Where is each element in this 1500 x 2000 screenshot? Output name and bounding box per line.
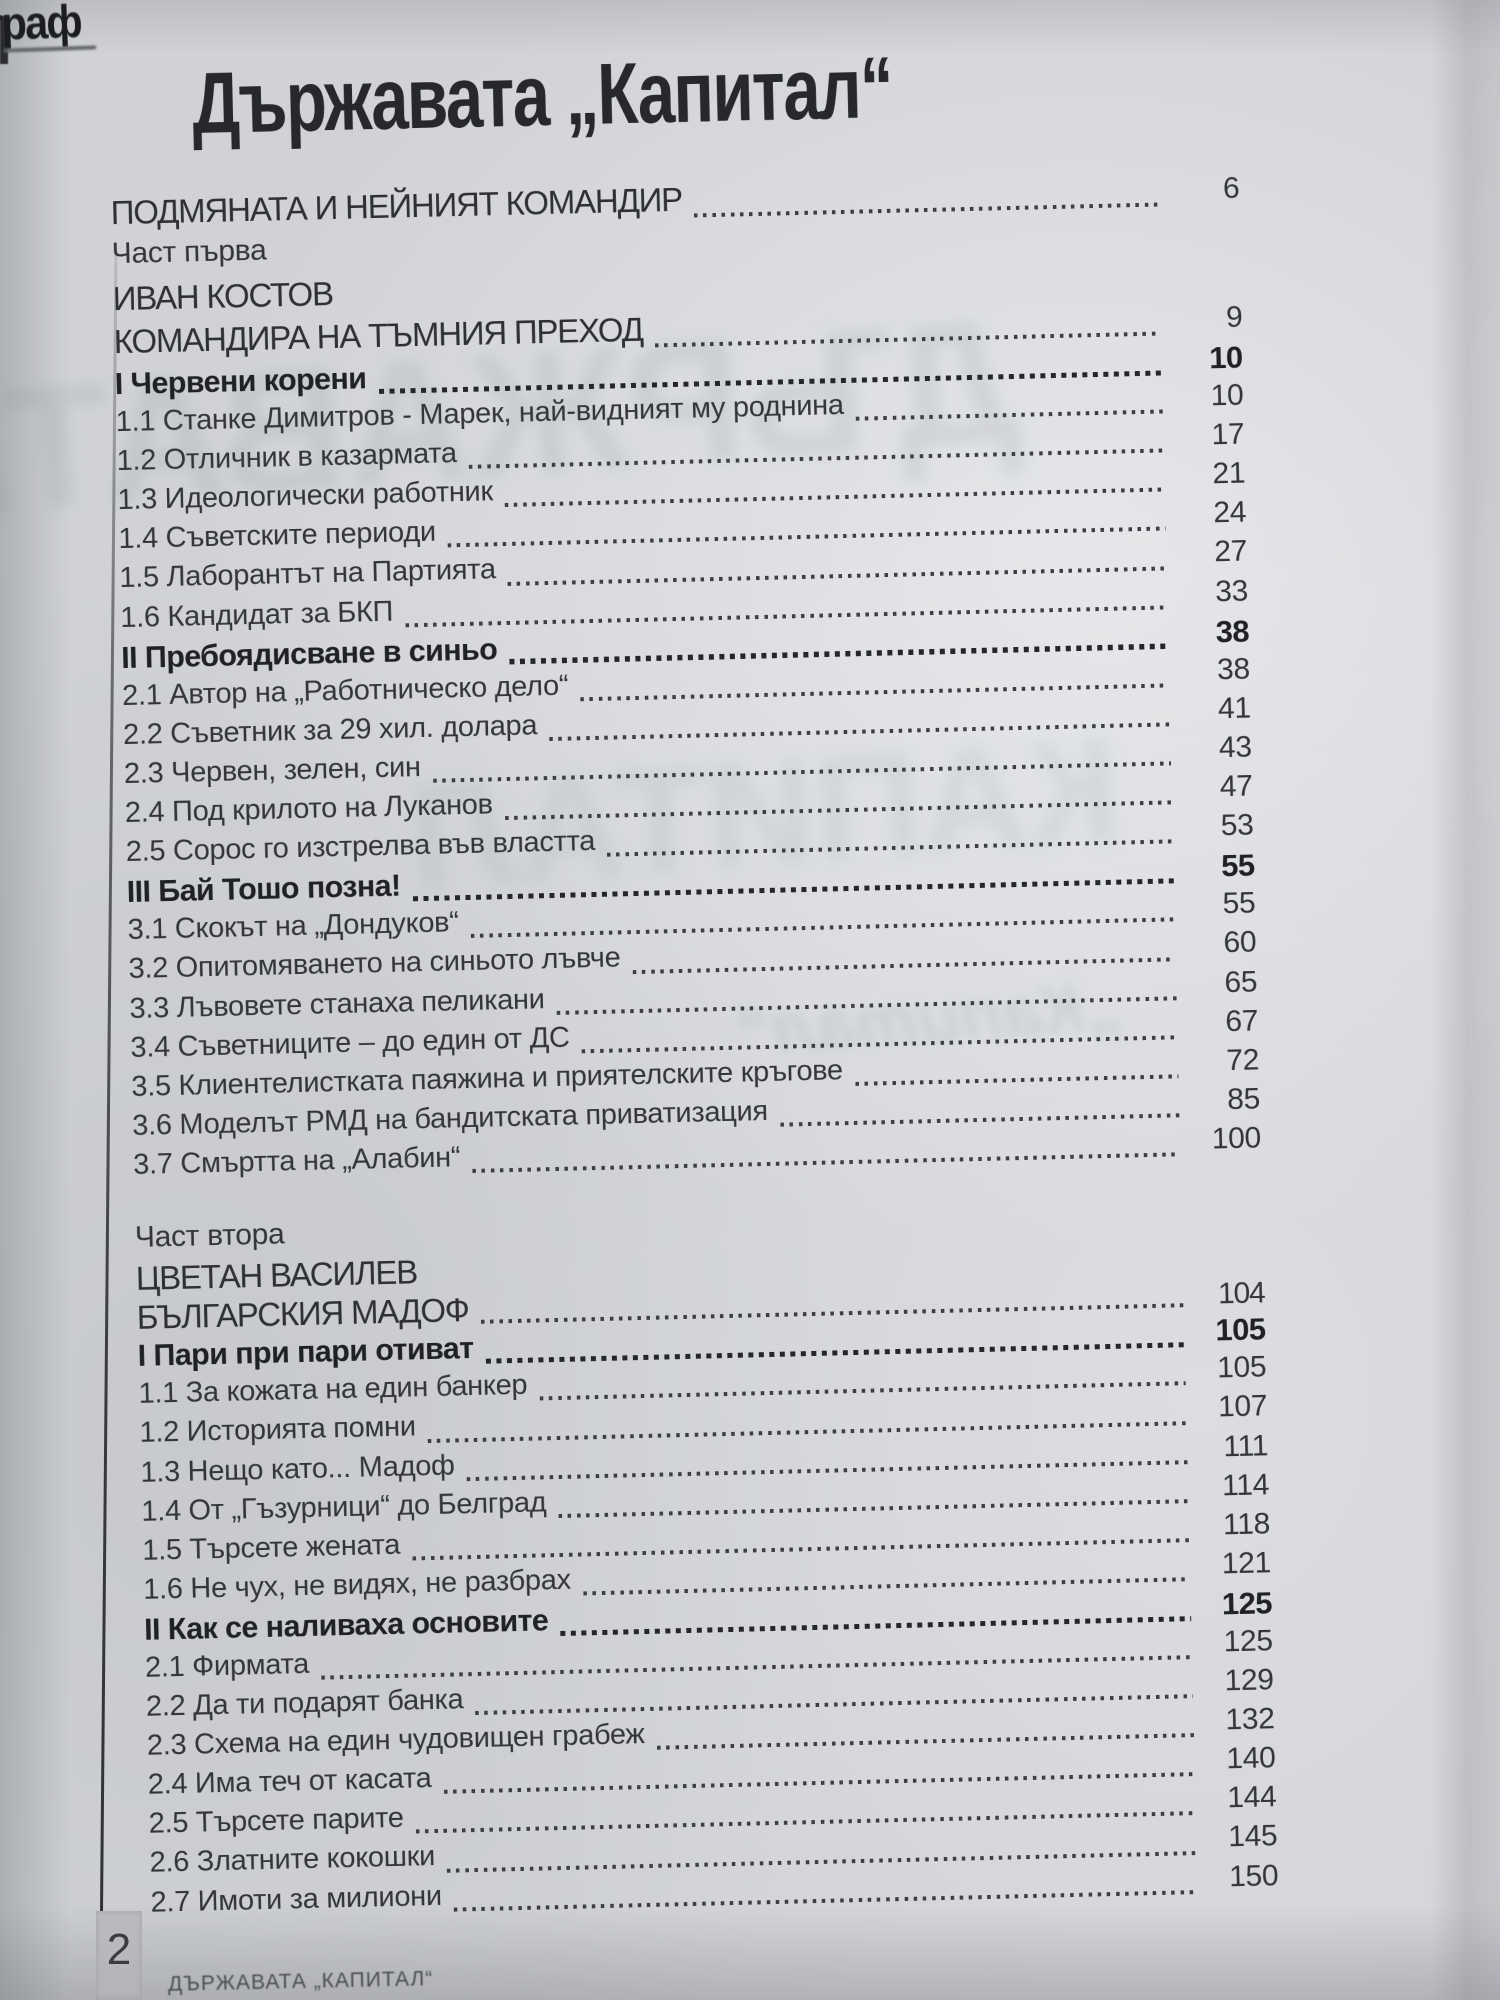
toc: ПОДМЯНАТА И НЕЙНИЯТ КОМАНДИР 6 Част първа И… xyxy=(110,168,1278,1925)
toc-entry-label: 1.3 Нещо като... Мадоф xyxy=(140,1448,455,1489)
toc-page-number: 144 xyxy=(1226,1780,1277,1815)
toc-entry-label: 1.2 Отличник в казармата xyxy=(116,437,458,478)
toc-page-number: 72 xyxy=(1225,1043,1260,1077)
toc-entry-label: ПОДМЯНАТА И НЕЙНИЯТ КОМАНДИР xyxy=(110,180,683,232)
toc-page-number: 43 xyxy=(1218,730,1253,765)
toc-page-number: 114 xyxy=(1221,1467,1270,1502)
toc-page-number: 10 xyxy=(1208,339,1243,376)
toc-entry-label: 1.4 Съветските периоди xyxy=(118,516,437,556)
edge-mark xyxy=(0,16,8,64)
toc-page-number: 27 xyxy=(1213,535,1248,569)
toc-page-number: 24 xyxy=(1212,495,1247,530)
toc-page-number: 60 xyxy=(1223,925,1257,960)
toc-entry-label: Част втора xyxy=(134,1217,285,1254)
toc-entry-label: 1.3 Идеологически работник xyxy=(117,475,494,517)
toc-entry-label: 2.2 Да ти подарят банка xyxy=(145,1683,464,1723)
toc-page-number: 53 xyxy=(1220,808,1254,843)
toc-page-number: 105 xyxy=(1215,1311,1266,1348)
toc-page-number: 129 xyxy=(1224,1663,1275,1698)
toc-entry-label: 2.1 Фирмата xyxy=(144,1647,310,1684)
page-number-tab: 2 xyxy=(96,1911,142,2000)
toc-page-number: 107 xyxy=(1217,1389,1268,1424)
toc-page-number: 145 xyxy=(1227,1819,1278,1854)
toc-entry-label: 2.3 Червен, зелен, син xyxy=(123,750,422,790)
toc-page-number: 150 xyxy=(1228,1858,1279,1893)
toc-page-number: 121 xyxy=(1221,1546,1272,1581)
toc-entry-label: 1.6 Кандидат за БКП xyxy=(119,595,394,634)
toc-page-number: 65 xyxy=(1224,964,1258,999)
toc-page-number: 38 xyxy=(1215,613,1250,649)
toc-page-number: 47 xyxy=(1219,769,1253,804)
dotted-leader xyxy=(855,1072,1179,1086)
toc-entry-label: БЪЛГАРСКИЯ МАДОФ xyxy=(136,1291,470,1337)
toc-entry-label: 3.3 Лъвовете станаха пеликани xyxy=(129,982,545,1025)
toc-page-number: 125 xyxy=(1221,1585,1273,1622)
toc-entry-label: 3.7 Смъртта на „Алабин“ xyxy=(132,1141,461,1181)
toc-entry-label: II Как се наливаха основите xyxy=(143,1603,549,1647)
toc-entry-label: I Червени корени xyxy=(114,361,367,402)
page-number: 2 xyxy=(106,1925,132,1974)
toc-content: Държавата „Капитал“ ПОДМЯНАТА И НЕЙНИЯТ … xyxy=(107,31,1279,1925)
toc-page-number: 125 xyxy=(1223,1624,1274,1659)
toc-entry-label: ИВАН КОСТОВ xyxy=(112,275,334,318)
dotted-leader xyxy=(472,1150,1181,1173)
toc-page-number: 10 xyxy=(1210,378,1244,413)
toc-page-number: 118 xyxy=(1222,1506,1271,1542)
toc-entry-label: 2.6 Златните кокошки xyxy=(149,1840,436,1880)
newspaper-logo-fragment: еграф xyxy=(0,0,82,51)
toc-page-number: 85 xyxy=(1226,1082,1261,1116)
toc-part-2: Част втора ЦВЕТАН ВАСИЛЕВ БЪЛГАРСКИЯ МАДОФ… xyxy=(135,1194,1279,1924)
toc-page-number: 105 xyxy=(1216,1350,1267,1385)
toc-page-number: 140 xyxy=(1225,1741,1276,1776)
toc-page-number: 100 xyxy=(1211,1121,1262,1156)
toc-entry-label: 1.1 За кожата на един банкер xyxy=(138,1369,528,1411)
toc-page-number: 41 xyxy=(1217,691,1252,726)
toc-part-1: ПОДМЯНАТА И НЕЙНИЯТ КОМАНДИР 6 Част първа И… xyxy=(110,168,1261,1187)
toc-entry-label: 2.5 Търсете парите xyxy=(148,1802,405,1841)
dotted-leader xyxy=(453,1887,1198,1912)
toc-page-number: 67 xyxy=(1224,1003,1259,1038)
footer-book-title: ДЪРЖАВАТА „КАПИТАЛ“ xyxy=(167,1967,434,1996)
toc-entry-label: 1.2 Историята помни xyxy=(139,1410,417,1450)
toc-page-number: 6 xyxy=(1222,171,1239,205)
toc-entry-label: 2.2 Съветник за 29 хил. долара xyxy=(122,709,538,751)
toc-entry-label: 1.5 Търсете жената xyxy=(141,1528,401,1567)
toc-page-number: 33 xyxy=(1214,574,1249,608)
page-title: Държавата „Капитал“ xyxy=(191,39,894,153)
toc-entry-label: 2.4 Под крилото на Луканов xyxy=(124,788,494,830)
toc-page-number: 38 xyxy=(1216,652,1251,687)
toc-entry-label: II Пребоядисване в синьо xyxy=(120,631,498,675)
toc-entry-label: ЦВЕТАН ВАСИЛЕВ xyxy=(135,1253,418,1297)
toc-page-number: 132 xyxy=(1225,1702,1275,1737)
toc-entry-label: 1.5 Лаборантът на Партията xyxy=(119,553,497,595)
toc-page-number: 104 xyxy=(1217,1276,1265,1311)
toc-page-number: 9 xyxy=(1225,300,1242,334)
toc-entry-label: 2.4 Има теч от касата xyxy=(147,1762,432,1802)
toc-entry-label: 3.1 Скокът на „Дондуков“ xyxy=(127,906,459,947)
paper-crease xyxy=(1430,0,1500,2000)
dotted-leader xyxy=(855,407,1163,421)
toc-entry-label: Част първа xyxy=(111,233,267,271)
toc-page-number: 111 xyxy=(1223,1428,1269,1463)
toc-page-number: 17 xyxy=(1211,417,1245,452)
toc-page-number: 21 xyxy=(1212,456,1246,491)
toc-entry-label: 1.4 От „Гъзурници“ до Белград xyxy=(140,1485,547,1528)
toc-entry-label: I Пари при пари отиват xyxy=(137,1331,474,1374)
toc-entry-label: III Бай Тошо позна! xyxy=(126,868,401,910)
toc-page-number: 55 xyxy=(1222,886,1256,921)
toc-entry-label: 2.7 Имоти за милиони xyxy=(150,1879,443,1919)
toc-page-number: 55 xyxy=(1220,847,1255,884)
